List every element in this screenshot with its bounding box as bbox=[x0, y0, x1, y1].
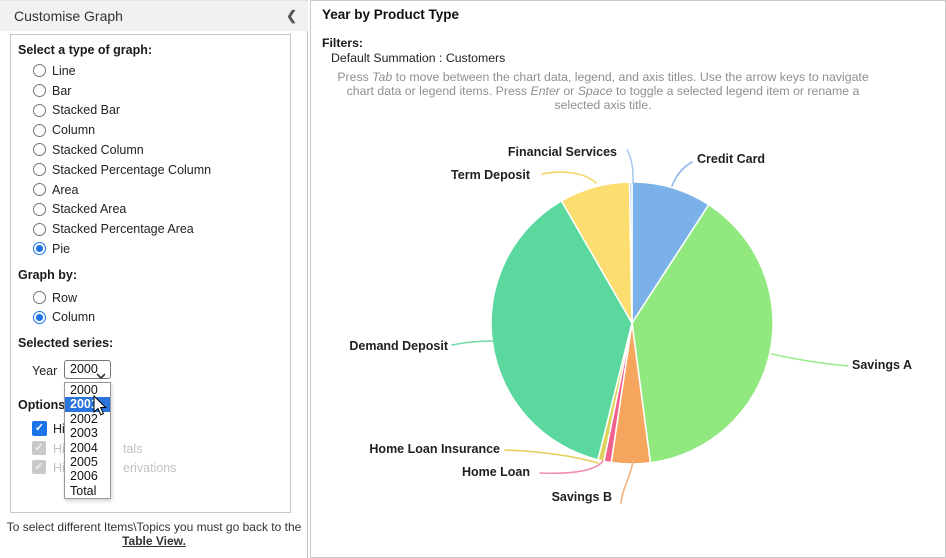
chart-instructions: Press Tab to move between the chart data… bbox=[330, 70, 876, 112]
pie-slice-savings-a[interactable] bbox=[631, 203, 774, 464]
instruction-text: Tab bbox=[372, 70, 393, 84]
dropdown-option-2003[interactable]: 2003 bbox=[70, 426, 98, 441]
graph-by-option-row[interactable]: Row bbox=[33, 289, 77, 307]
radio-icon bbox=[33, 64, 46, 78]
selected-series-heading: Selected series: bbox=[18, 336, 114, 350]
graph-type-option-column[interactable]: Column bbox=[33, 121, 95, 139]
radio-label: Area bbox=[52, 182, 79, 197]
radio-icon bbox=[33, 163, 46, 177]
instruction-text: to toggle a selected legend item or rena… bbox=[554, 84, 860, 112]
option-label-3-right: erivations bbox=[123, 461, 177, 475]
option-label-2-right: tals bbox=[123, 442, 143, 456]
radio-label: Stacked Bar bbox=[52, 103, 121, 118]
radio-label: Line bbox=[52, 63, 76, 78]
dropdown-option-total[interactable]: Total bbox=[70, 483, 97, 498]
pie-label-credit-card: Credit Card bbox=[697, 152, 766, 166]
graph-type-option-stacked-bar[interactable]: Stacked Bar bbox=[33, 102, 120, 120]
radio-label: Stacked Column bbox=[52, 142, 144, 157]
radio-icon bbox=[33, 103, 46, 117]
instruction-text: to move between the chart data, legend, … bbox=[346, 70, 869, 98]
graph-by-option-column[interactable]: Column bbox=[33, 309, 95, 327]
instruction-text: Enter bbox=[530, 84, 560, 98]
year-dropdown-list: 2000 2001 2002 2003 2004 2005 2006 Total bbox=[64, 382, 111, 499]
pie-label-financial-services: Financial Services bbox=[507, 145, 617, 159]
option-label-3-left: Hi bbox=[53, 461, 65, 475]
graph-type-option-pie[interactable]: Pie bbox=[33, 240, 70, 258]
graph-type-option-stacked-percentage-area[interactable]: Stacked Percentage Area bbox=[33, 220, 194, 238]
radio-icon bbox=[33, 183, 46, 197]
graph-by-heading: Graph by: bbox=[18, 268, 78, 282]
radio-label: Stacked Area bbox=[52, 202, 127, 217]
options-heading: Options bbox=[18, 398, 66, 412]
customise-graph-panel: Customise Graph ❮ Select a type of graph… bbox=[0, 0, 308, 558]
dropdown-option-2000[interactable]: 2000 bbox=[70, 383, 98, 397]
pie-label-term-deposit: Term Deposit bbox=[451, 168, 530, 182]
instruction-text: Press bbox=[337, 70, 373, 84]
dropdown-option-2002[interactable]: 2002 bbox=[70, 411, 98, 426]
dropdown-option-2005[interactable]: 2005 bbox=[70, 454, 98, 469]
dropdown-option-2006[interactable]: 2006 bbox=[70, 469, 98, 484]
graph-options-box bbox=[10, 34, 291, 513]
radio-icon bbox=[33, 310, 46, 324]
dropdown-option-2001[interactable]: 2001 bbox=[65, 397, 110, 412]
pie-label-demand-deposit: Demand Deposit bbox=[349, 339, 448, 353]
chart-title: Year by Product Type bbox=[322, 7, 460, 22]
chevron-down-icon bbox=[96, 367, 106, 384]
instruction-text: or bbox=[559, 84, 578, 98]
graph-type-option-stacked-column[interactable]: Stacked Column bbox=[33, 141, 144, 159]
graph-type-option-stacked-percentage-column[interactable]: Stacked Percentage Column bbox=[33, 161, 211, 179]
pie-label-home-loan: Home Loan bbox=[461, 465, 530, 479]
radio-icon bbox=[33, 143, 46, 157]
filters-heading: Filters: bbox=[322, 36, 363, 50]
year-select[interactable]: 2000 bbox=[64, 360, 111, 380]
footer-text: To select different Items\Topics you mus… bbox=[6, 520, 302, 534]
pie-label-home-loan-insurance: Home Loan Insurance bbox=[369, 442, 500, 456]
radio-icon bbox=[33, 222, 46, 236]
table-view-link[interactable]: Table View. bbox=[122, 534, 186, 548]
panel-title: Customise Graph bbox=[14, 8, 123, 24]
radio-label: Column bbox=[52, 310, 96, 325]
graph-type-option-area[interactable]: Area bbox=[33, 181, 78, 199]
radio-label: Column bbox=[52, 123, 96, 138]
option-label-1-left: Hi bbox=[53, 422, 65, 436]
option-checkbox-1[interactable]: ✓ bbox=[32, 421, 47, 436]
instruction-text: Space bbox=[577, 84, 613, 98]
option-checkbox-3: ✓ bbox=[32, 460, 46, 474]
radio-label: Stacked Percentage Area bbox=[52, 222, 194, 237]
year-label: Year bbox=[32, 364, 58, 378]
radio-icon bbox=[33, 84, 46, 98]
radio-label: Bar bbox=[52, 83, 72, 98]
option-checkbox-2: ✓ bbox=[32, 441, 46, 455]
filters-value: Default Summation : Customers bbox=[331, 51, 506, 65]
radio-icon bbox=[33, 123, 46, 137]
pie-label-savings-a: Savings A bbox=[852, 358, 912, 372]
panel-header: Customise Graph ❮ bbox=[0, 1, 308, 31]
radio-icon bbox=[33, 242, 46, 256]
graph-type-option-stacked-area[interactable]: Stacked Area bbox=[33, 201, 126, 219]
graph-type-heading: Select a type of graph: bbox=[18, 43, 153, 57]
radio-icon bbox=[33, 291, 46, 305]
radio-label: Pie bbox=[52, 241, 71, 256]
radio-icon bbox=[33, 202, 46, 216]
graph-type-option-bar[interactable]: Bar bbox=[33, 82, 71, 100]
chevron-left-icon[interactable]: ❮ bbox=[286, 8, 297, 23]
pie-label-savings-b: Savings B bbox=[551, 490, 612, 504]
year-select-value: 2000 bbox=[70, 362, 98, 376]
option-label-2-left: Hi bbox=[53, 442, 65, 456]
radio-label: Row bbox=[52, 290, 78, 305]
radio-label: Stacked Percentage Column bbox=[52, 162, 212, 177]
panel-footer: To select different Items\Topics you mus… bbox=[0, 520, 308, 548]
graph-type-option-line[interactable]: Line bbox=[33, 62, 76, 80]
dropdown-option-2004[interactable]: 2004 bbox=[70, 440, 98, 455]
